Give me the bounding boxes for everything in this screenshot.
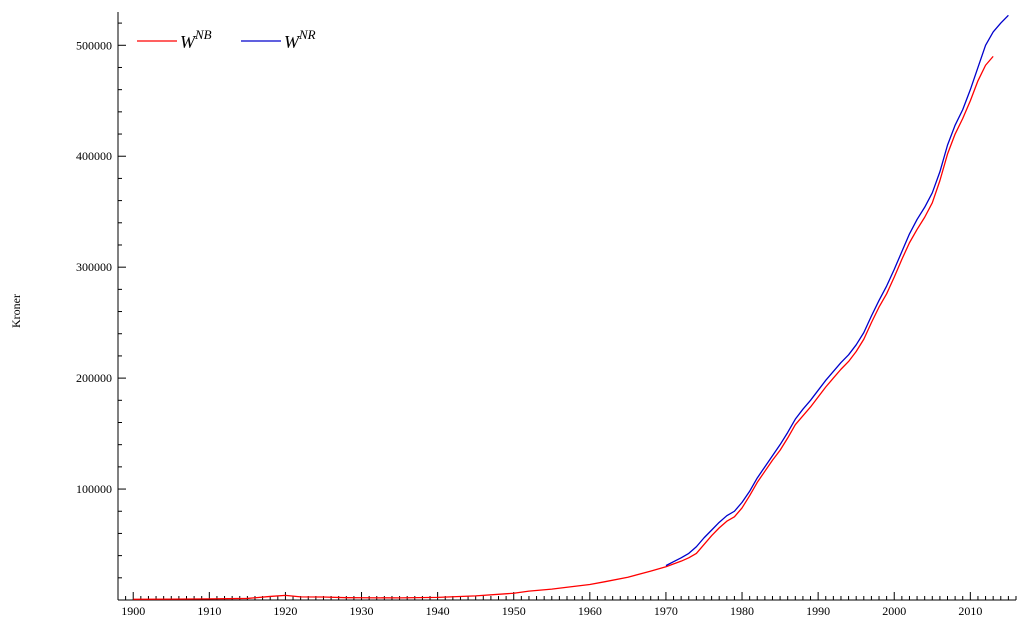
- x-tick-label: 1980: [730, 604, 754, 618]
- y-tick-label: 200000: [76, 371, 112, 385]
- x-tick-label: 1910: [197, 604, 221, 618]
- x-tick-label: 1940: [426, 604, 450, 618]
- series-line-nb: [133, 55, 994, 600]
- x-tick-label: 1920: [273, 604, 297, 618]
- y-axis-title: Kroner: [9, 294, 23, 328]
- x-tick-label: 1960: [578, 604, 602, 618]
- x-tick-label: 1950: [502, 604, 526, 618]
- x-tick-label: 1990: [806, 604, 830, 618]
- series: [133, 14, 1009, 600]
- x-tick-label: 1930: [350, 604, 374, 618]
- y-tick-label: 100000: [76, 482, 112, 496]
- legend-entry: WNR: [284, 27, 316, 52]
- x-tick-label: 1900: [121, 604, 145, 618]
- y-tick-label: 300000: [76, 260, 112, 274]
- x-tick-label: 2000: [882, 604, 906, 618]
- legend: WNB WNR: [137, 27, 316, 52]
- x-tick-label: 2010: [958, 604, 982, 618]
- y-tick-label: 400000: [76, 149, 112, 163]
- y-tick-label: 500000: [76, 38, 112, 52]
- ticks: 1900 1910 1920 1930 1940 1950 1960 1970 1980 1990…: [76, 22, 1017, 618]
- series-line-nr: [665, 14, 1009, 567]
- x-tick-label: 1970: [654, 604, 678, 618]
- legend-entry: WNB: [180, 27, 212, 52]
